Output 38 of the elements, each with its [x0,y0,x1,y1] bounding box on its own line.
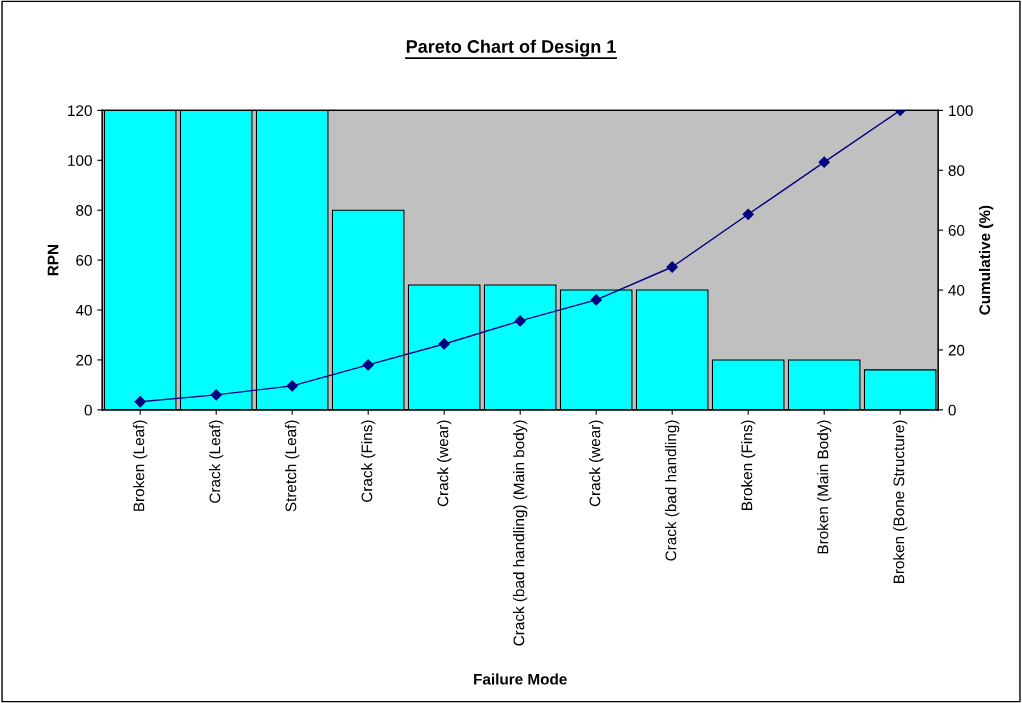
y-tick-label: 80 [76,205,92,216]
point [742,208,754,220]
y-axis-title: RPN [47,245,59,276]
point [590,294,602,306]
y-tick-label: 60 [76,254,92,266]
y2-tick-label: 80 [948,165,965,176]
point [362,359,374,371]
point [134,396,146,408]
x-tick-label: Stretch (Leaf) [285,420,300,512]
x-tick-label: Crack (bad handling) [665,420,680,561]
y2-tick-label: 40 [948,284,965,296]
y-tick-label: 40 [75,304,92,316]
point [286,380,298,392]
y2-tick-label: 0 [948,404,956,416]
point [818,156,830,168]
point [438,338,450,350]
x-tick-label: Broken (Main Body) [817,420,832,554]
chart-title: Pareto Chart of Design 1 [406,39,616,57]
y-tick-label: 0 [84,404,92,416]
y-tick-label: 100 [68,155,92,166]
point [210,389,222,401]
x-axis-title: Failure Mode [474,673,567,685]
x-tick-label: Broken (Bone Structure) [893,420,908,584]
x-tick-label: Crack (Leaf) [209,420,224,503]
x-tick-label: Crack (Fins) [361,420,376,502]
point [514,315,526,327]
y2-tick-label: 60 [948,225,965,236]
point [666,261,678,273]
y-tick-label: 120 [68,105,92,117]
x-tick-label: Crack (wear) [437,420,452,507]
x-tick-label: Broken (Leaf) [133,420,148,511]
x-tick-label: Crack (bad handling) (Main body) [513,420,528,646]
x-tick-label: Broken (Fins) [741,420,756,510]
y-tick-label: 20 [76,354,92,366]
y2-tick-label: 20 [948,344,965,356]
x-tick-label: Crack (wear) [589,420,604,507]
y2-axis-title: Cumulative (%) [978,205,994,315]
y2-tick-label: 100 [949,105,973,117]
